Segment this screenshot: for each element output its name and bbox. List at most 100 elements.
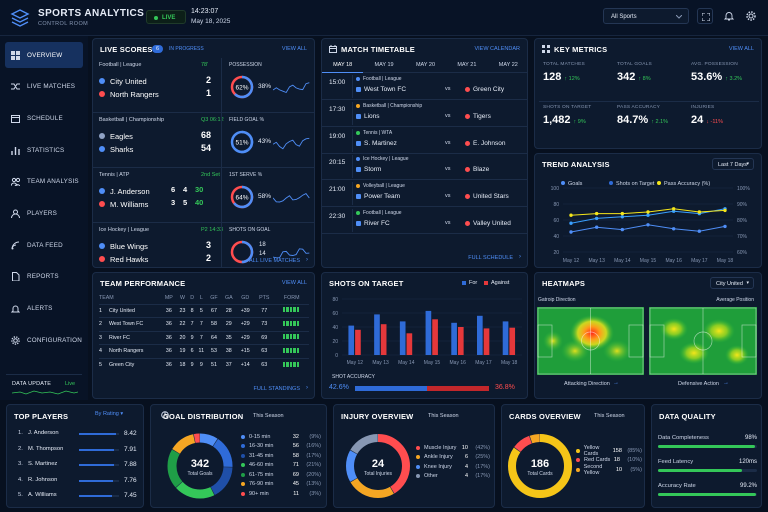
bar-for[interactable] [399, 321, 406, 355]
donut-slice[interactable] [167, 433, 233, 499]
top-players-sort-select[interactable]: By Rating ▾ [95, 411, 123, 417]
bar-against[interactable] [406, 333, 413, 355]
timetable-row[interactable]: 21:00 Volleyball | League Power Team vs Unit… [322, 180, 527, 208]
series-point[interactable] [723, 208, 727, 213]
sidebar-item-players[interactable]: PLAYERS [5, 201, 83, 227]
series-point[interactable] [569, 230, 573, 234]
live-match-row[interactable]: Basketball | Championship Q3 06:12 Eagles 6… [93, 113, 314, 168]
bar-for[interactable] [348, 325, 355, 355]
sidebar-item-overview[interactable]: OVERVIEW [5, 42, 83, 68]
settings-button[interactable] [743, 8, 759, 24]
sidebar-item-statistics[interactable]: STATISTICS [5, 137, 83, 163]
player-row[interactable]: 4. R. Johnson 7.76 [7, 474, 143, 488]
full-schedule-link[interactable]: FULL SCHEDULE [468, 255, 513, 261]
live-match-row[interactable]: Ice Hockey | League P2 14:33 Blue Wings 3 Re… [93, 223, 314, 267]
series-point[interactable] [594, 225, 599, 229]
donut-slice[interactable] [167, 433, 233, 499]
donut-slice[interactable] [167, 433, 233, 499]
bar-against[interactable] [509, 327, 516, 355]
all-live-matches-link[interactable]: ALL LIVE MATCHES [248, 258, 300, 264]
tab-day[interactable]: MAY 19 [363, 58, 404, 73]
series-point[interactable] [671, 227, 676, 231]
table-row[interactable]: 3 River FC 36 20 9 7 64 35 +29 69 [99, 331, 309, 345]
table-row[interactable]: 1 City United 36 23 8 5 67 28 +39 77 [99, 304, 309, 318]
live-match-row[interactable]: Football | League 78' City United 2 North Ra… [93, 58, 314, 113]
timetable-row[interactable]: 15:00 Football | League West Town FC vs Gree… [322, 73, 527, 100]
sidebar-item-alerts[interactable]: ALERTS [5, 296, 83, 322]
team-name: Green City [109, 362, 135, 368]
tab-day[interactable]: MAY 18 [322, 58, 364, 73]
donut-slice[interactable] [346, 434, 410, 498]
table-row[interactable]: 2 West Town FC 36 22 7 7 58 29 +29 73 [99, 317, 309, 332]
series-point[interactable] [697, 210, 702, 214]
donut-slice[interactable] [167, 433, 233, 499]
series-point[interactable] [594, 211, 599, 216]
player-row[interactable]: 3. S. Martinez 7.88 [7, 458, 143, 472]
sidebar-item-data-feed[interactable]: DATA FEED [5, 232, 83, 258]
series-point[interactable] [671, 207, 676, 211]
bar-for[interactable] [425, 310, 432, 355]
legend-swatch [576, 467, 580, 472]
series-point[interactable] [569, 221, 573, 225]
tab-day[interactable]: MAY 21 [446, 58, 487, 73]
team-performance-view-all-link[interactable]: VIEW ALL [281, 280, 307, 286]
live-match-row[interactable]: Tennis | ATP 2nd Set J. Anderson 6 4 30 M. Wil… [93, 168, 314, 223]
timetable-row[interactable]: 22:30 Football | League River FC vs Valley U… [322, 207, 527, 234]
donut-slice[interactable] [346, 434, 410, 498]
series-point[interactable] [671, 209, 676, 213]
bar-for[interactable] [502, 321, 509, 355]
sidebar-item-configuration[interactable]: CONFIGURATION [5, 327, 83, 353]
injury-period: This Season [428, 413, 459, 419]
bar-against[interactable] [380, 324, 387, 355]
bar-for[interactable] [451, 322, 457, 355]
goal-dist-title: GOAL DISTRIBUTION [163, 412, 244, 421]
series-point[interactable] [620, 211, 625, 216]
sidebar-item-reports[interactable]: REPORTS [5, 264, 83, 290]
series-point[interactable] [620, 227, 625, 232]
bar-against[interactable] [432, 319, 438, 355]
live-scores-view-all-link[interactable]: VIEW ALL [281, 46, 307, 52]
key-metrics-view-all-link[interactable]: VIEW ALL [728, 46, 754, 52]
fullscreen-button[interactable] [697, 8, 713, 24]
sidebar-item-team-analysis[interactable]: TEAM ANALYSIS [5, 169, 83, 195]
series-point[interactable] [646, 213, 650, 217]
cards-overview-panel: CARDS OVERVIEW This Season 186 Total Card… [501, 404, 645, 508]
sidebar-item-live-matches[interactable]: LIVE MATCHES [5, 74, 83, 100]
series-point[interactable] [697, 229, 702, 233]
series-point[interactable] [723, 224, 727, 229]
form-cell [274, 318, 309, 332]
notifications-button[interactable] [721, 8, 737, 24]
table-row[interactable]: 4 North Rangers 36 19 6 11 53 38 +15 63 [99, 344, 309, 359]
series-point[interactable] [646, 210, 650, 214]
bar-against[interactable] [457, 327, 464, 355]
form-bar [289, 334, 293, 340]
table-row[interactable]: 5 Green City 36 18 9 9 51 37 +14 63 [99, 358, 309, 372]
view-calendar-link[interactable]: VIEW CALENDAR [474, 46, 520, 52]
set-score: 30 [195, 185, 204, 194]
series-point[interactable] [620, 215, 625, 219]
timetable-row[interactable]: 20:15 Ice Hockey | League Storm vs Blaze [322, 153, 527, 181]
bar-for[interactable] [374, 314, 380, 355]
tab-day[interactable]: MAY 22 [488, 58, 527, 73]
heatmap-team-select[interactable]: City United ▾ [710, 277, 754, 289]
legend-value: 10 [461, 444, 468, 451]
sport-filter-select[interactable]: All Sports [603, 8, 689, 24]
player-row[interactable]: 5. A. Williams 7.45 [7, 489, 143, 503]
bar-against[interactable] [355, 329, 361, 355]
series-point[interactable] [646, 223, 650, 227]
bar-against[interactable] [483, 328, 490, 355]
player-row[interactable]: 1. J. Anderson 8.42 [7, 427, 143, 441]
x-tick: May 13 [588, 258, 605, 264]
donut-slice[interactable] [346, 434, 410, 498]
timetable-row[interactable]: 17:30 Basketball | Championship Lions vs Tig… [322, 100, 527, 127]
full-standings-link[interactable]: FULL STANDINGS [253, 386, 300, 392]
player-row[interactable]: 2. M. Thompson 7.91 [7, 443, 143, 457]
donut-slice[interactable] [508, 434, 572, 498]
sidebar-item-schedule[interactable]: SCHEDULE [5, 105, 83, 131]
series-point[interactable] [594, 216, 599, 221]
series-point[interactable] [569, 213, 573, 217]
bar-for[interactable] [477, 315, 483, 355]
tab-day[interactable]: MAY 20 [405, 58, 446, 73]
timetable-row[interactable]: 19:00 Tennis | WTA S. Martinez vs E. Johnson [322, 127, 527, 154]
trend-range-select[interactable]: Last 7 Days ▾ [712, 158, 754, 170]
